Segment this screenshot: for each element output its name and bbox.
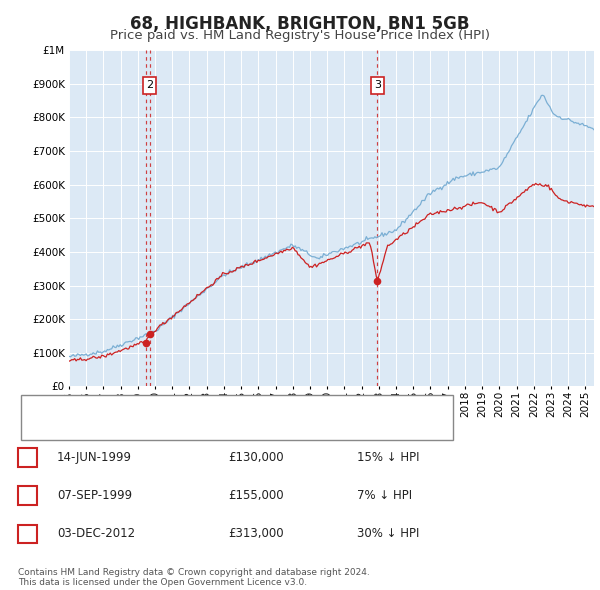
Text: £313,000: £313,000 [228, 527, 284, 540]
Text: £155,000: £155,000 [228, 489, 284, 502]
Text: 3: 3 [374, 80, 381, 90]
Text: 3: 3 [23, 527, 32, 540]
Text: 14-JUN-1999: 14-JUN-1999 [57, 451, 132, 464]
Text: 1: 1 [23, 451, 32, 464]
Text: HPI: Average price, detached house, Brighton and Hove: HPI: Average price, detached house, Brig… [66, 422, 377, 432]
Text: 68, HIGHBANK, BRIGHTON, BN1 5GB (detached house): 68, HIGHBANK, BRIGHTON, BN1 5GB (detache… [66, 402, 372, 412]
Text: 03-DEC-2012: 03-DEC-2012 [57, 527, 135, 540]
Text: 68, HIGHBANK, BRIGHTON, BN1 5GB: 68, HIGHBANK, BRIGHTON, BN1 5GB [130, 15, 470, 33]
Text: 07-SEP-1999: 07-SEP-1999 [57, 489, 132, 502]
Text: 7% ↓ HPI: 7% ↓ HPI [357, 489, 412, 502]
Text: 15% ↓ HPI: 15% ↓ HPI [357, 451, 419, 464]
Text: Contains HM Land Registry data © Crown copyright and database right 2024.
This d: Contains HM Land Registry data © Crown c… [18, 568, 370, 587]
Text: 2: 2 [146, 80, 153, 90]
Text: 2: 2 [23, 489, 32, 502]
Text: £130,000: £130,000 [228, 451, 284, 464]
Text: 30% ↓ HPI: 30% ↓ HPI [357, 527, 419, 540]
Text: Price paid vs. HM Land Registry's House Price Index (HPI): Price paid vs. HM Land Registry's House … [110, 30, 490, 42]
